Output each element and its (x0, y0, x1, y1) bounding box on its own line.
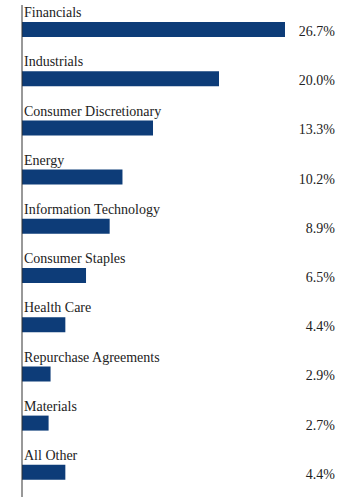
svg-text:Repurchase Agreements: Repurchase Agreements (24, 350, 160, 365)
svg-text:10.2%: 10.2% (299, 172, 336, 187)
svg-text:Consumer Discretionary: Consumer Discretionary (24, 104, 161, 119)
svg-text:Industrials: Industrials (24, 54, 83, 69)
svg-text:26.7%: 26.7% (299, 24, 336, 39)
svg-text:8.9%: 8.9% (306, 221, 336, 236)
svg-text:2.9%: 2.9% (306, 368, 336, 383)
svg-text:All Other: All Other (24, 448, 78, 463)
svg-text:Health Care: Health Care (24, 300, 91, 315)
svg-text:Information Technology: Information Technology (24, 202, 160, 217)
svg-text:4.4%: 4.4% (306, 467, 336, 482)
svg-text:Financials: Financials (24, 5, 82, 20)
svg-text:Consumer Staples: Consumer Staples (24, 251, 126, 266)
svg-text:20.0%: 20.0% (299, 73, 336, 88)
svg-text:Energy: Energy (24, 153, 64, 168)
svg-text:4.4%: 4.4% (306, 319, 336, 334)
svg-text:2.7%: 2.7% (306, 418, 336, 433)
svg-text:6.5%: 6.5% (306, 270, 336, 285)
svg-text:13.3%: 13.3% (299, 122, 336, 137)
svg-text:Materials: Materials (24, 399, 77, 414)
